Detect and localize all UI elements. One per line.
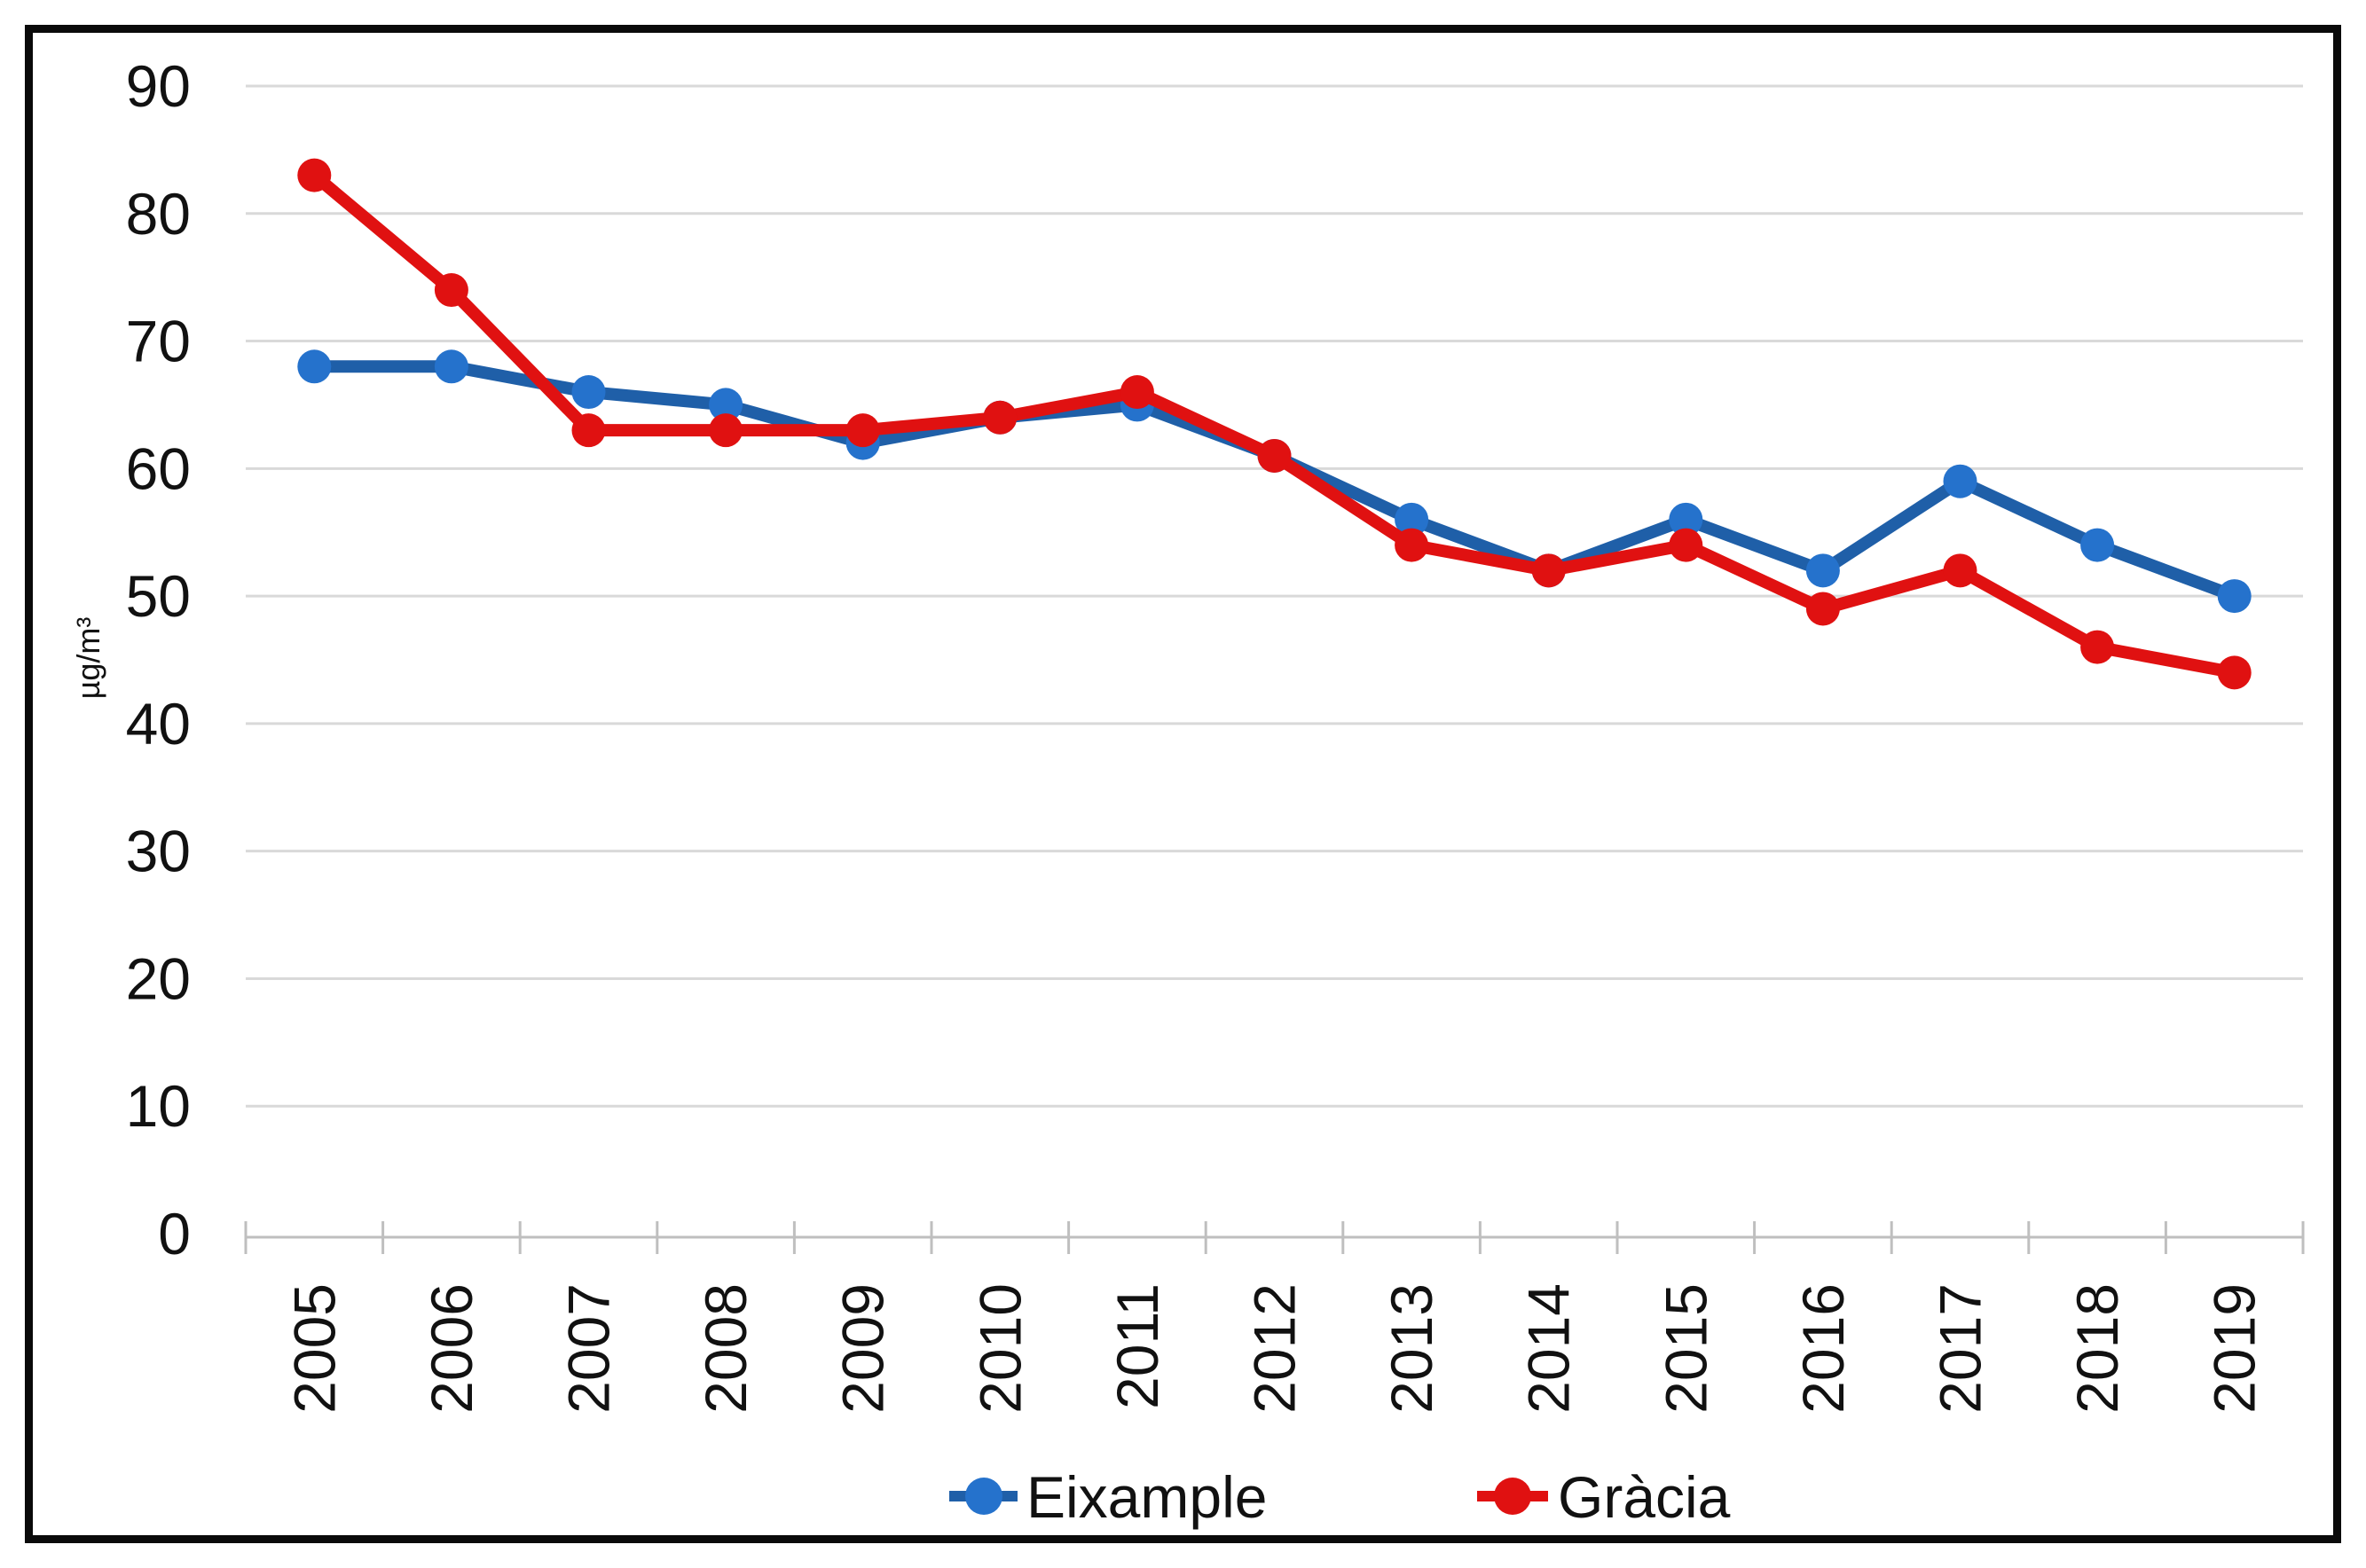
y-tick-label: 10 bbox=[126, 1073, 191, 1139]
y-tick-label: 30 bbox=[126, 819, 191, 884]
series-gracia-marker bbox=[845, 413, 880, 448]
x-tick-label: 2015 bbox=[1653, 1283, 1718, 1414]
x-axis-ticks bbox=[244, 1221, 2305, 1254]
series-eixample-marker bbox=[434, 349, 468, 384]
series-eixample-marker bbox=[1395, 502, 1429, 537]
series-gracia-marker bbox=[1120, 375, 1154, 410]
x-tick-label: 2010 bbox=[967, 1283, 1033, 1414]
x-tick-label: 2007 bbox=[556, 1283, 622, 1414]
x-tick-label: 2018 bbox=[2064, 1283, 2130, 1414]
x-tick-label: 2014 bbox=[1516, 1283, 1582, 1414]
series-eixample-marker bbox=[1669, 502, 1703, 537]
x-tick-label: 2011 bbox=[1104, 1283, 1170, 1409]
y-tick-label: 80 bbox=[126, 181, 191, 247]
y-tick-label: 20 bbox=[126, 945, 191, 1011]
legend-marker-dot bbox=[1494, 1478, 1531, 1515]
series-gracia-marker bbox=[1943, 553, 1977, 588]
y-tick-label: 70 bbox=[126, 309, 191, 374]
series-eixample-marker bbox=[571, 375, 606, 410]
legend-label: Eixample bbox=[1026, 1464, 1267, 1530]
series-gracia-marker bbox=[571, 413, 606, 448]
y-tick-label: 60 bbox=[126, 435, 191, 501]
chart-frame-border bbox=[25, 25, 2341, 1543]
x-tick-label: 2008 bbox=[693, 1283, 759, 1414]
series-gracia-marker bbox=[1257, 438, 1292, 473]
x-tick-label: 2019 bbox=[2202, 1283, 2268, 1414]
legend-label: Gràcia bbox=[1558, 1464, 1731, 1530]
series-gracia-marker bbox=[1531, 553, 1566, 588]
y-tick-label: 50 bbox=[126, 563, 191, 629]
x-tick-label: 2013 bbox=[1379, 1283, 1444, 1414]
y-tick-label: 0 bbox=[158, 1201, 191, 1266]
x-tick-label: 2009 bbox=[830, 1283, 896, 1414]
series-gracia-marker bbox=[709, 413, 743, 448]
series-eixample-marker bbox=[2217, 579, 2252, 614]
series-eixample-marker bbox=[1943, 464, 1977, 498]
legend-item: Eixample bbox=[949, 1464, 1267, 1530]
x-tick-label: 2016 bbox=[1790, 1283, 1856, 1414]
series-eixample-marker bbox=[709, 388, 743, 422]
series-gracia-marker bbox=[1395, 528, 1429, 562]
legend: Eixample Gràcia bbox=[949, 1464, 1731, 1530]
series-gracia-marker bbox=[2217, 655, 2252, 690]
x-tick-label: 2005 bbox=[281, 1283, 347, 1414]
series-gracia-marker bbox=[1669, 528, 1703, 562]
series-eixample-marker bbox=[297, 349, 332, 384]
y-axis-unit-label: µg/m³ bbox=[70, 617, 106, 700]
series-gracia bbox=[297, 158, 2252, 690]
x-tick-label: 2006 bbox=[419, 1283, 484, 1414]
series-gracia-marker bbox=[297, 158, 332, 192]
y-tick-label: 90 bbox=[126, 53, 191, 119]
series-gracia-marker bbox=[434, 273, 468, 308]
y-tick-label: 40 bbox=[126, 691, 191, 757]
x-tick-label: 2012 bbox=[1242, 1283, 1308, 1414]
legend-marker-dot bbox=[965, 1478, 1002, 1515]
series-gracia-marker bbox=[1805, 592, 1840, 626]
series-eixample-marker bbox=[1805, 553, 1840, 588]
legend-item: Gràcia bbox=[1477, 1464, 1731, 1530]
series-gracia-marker bbox=[2080, 630, 2115, 664]
x-tick-label: 2017 bbox=[1928, 1283, 1993, 1414]
x-tick-labels: 2005 2006 2007 2008 2009 2010 2011 2012 2013 2014… bbox=[281, 1283, 2267, 1414]
series-gracia-marker bbox=[983, 400, 1018, 435]
y-tick-labels: 0 10 20 30 40 50 60 70 80 90 bbox=[126, 53, 191, 1266]
series-eixample-marker bbox=[2080, 528, 2115, 562]
